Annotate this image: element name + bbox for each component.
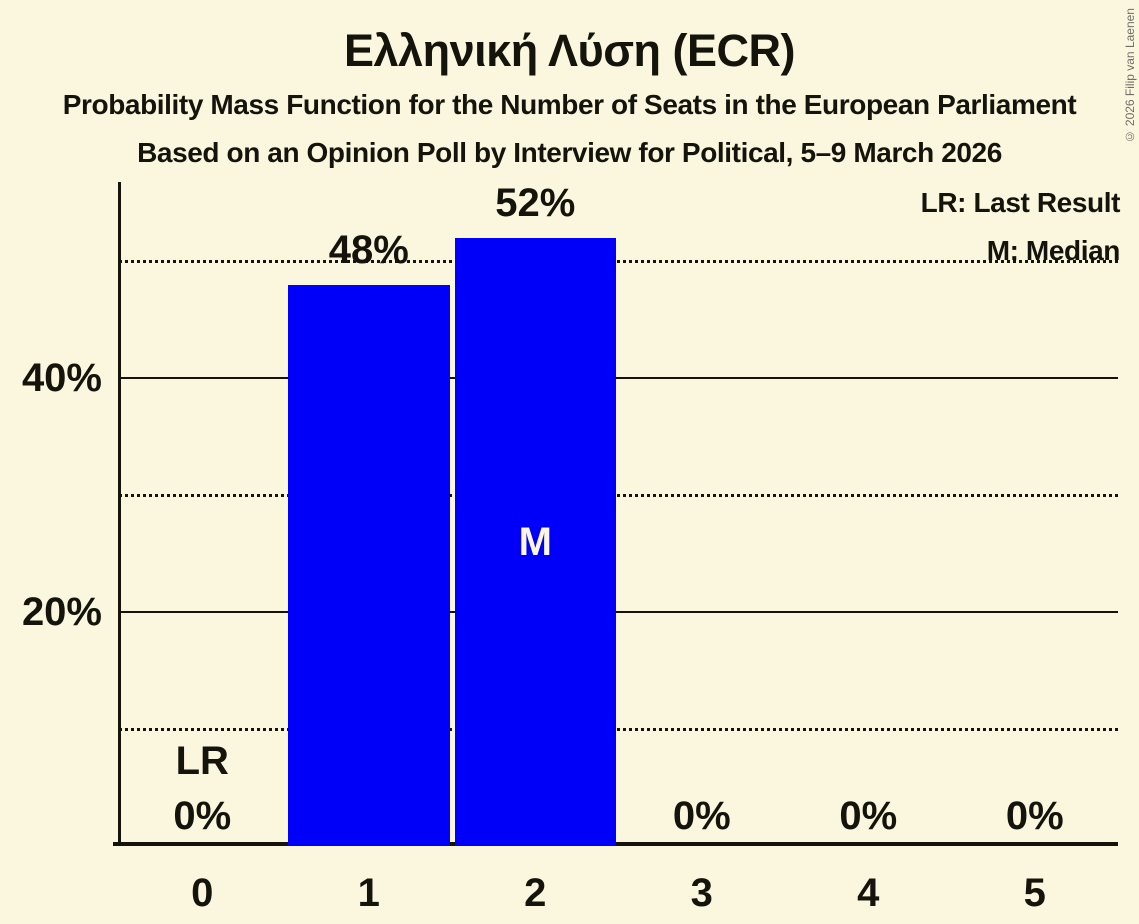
gridline-solid-20 xyxy=(119,611,1118,614)
y-tick-label-40: 40% xyxy=(21,356,102,401)
x-tick-label-2: 2 xyxy=(524,871,547,915)
x-tick-label-1: 1 xyxy=(357,871,380,915)
bar-value-label-4: 0% xyxy=(839,794,898,838)
chart-poll-line: Based on an Opinion Poll by Interview fo… xyxy=(137,137,1002,168)
x-tick-label-3: 3 xyxy=(690,871,713,915)
plot-area: 20% 40% 0% 0 48% 1 52% 2 0% 3 0% 4 0% 5 LR M xyxy=(22,181,1118,915)
bar-value-label-0: 0% xyxy=(173,794,232,838)
y-axis-line xyxy=(118,182,121,846)
bar-value-label-2: 52% xyxy=(495,181,576,226)
chart-subtitle: Probability Mass Function for the Number… xyxy=(62,89,1077,120)
legend-last-result: LR: Last Result xyxy=(920,187,1121,218)
gridline-solid-40 xyxy=(119,377,1118,380)
copyright-notice: © 2026 Filip van Laenen xyxy=(1123,8,1137,144)
chart-legend: LR: Last Result M: Median xyxy=(920,179,1121,275)
gridline-dotted-10 xyxy=(119,727,1118,731)
bar-value-label-3: 0% xyxy=(672,794,731,838)
bar-seats-1 xyxy=(288,284,450,846)
gridline-dotted-30 xyxy=(119,493,1118,497)
x-tick-label-5: 5 xyxy=(1023,871,1046,915)
bar-value-label-1: 48% xyxy=(328,227,409,272)
y-tick-label-20: 20% xyxy=(21,590,102,635)
bar-value-label-5: 0% xyxy=(1005,794,1064,838)
x-tick-label-4: 4 xyxy=(857,871,880,915)
bar-seats-2 xyxy=(454,238,616,846)
gridline-dotted-50 xyxy=(119,259,1118,263)
x-tick-label-0: 0 xyxy=(191,871,214,915)
annotation-lr-label: LR xyxy=(175,739,229,783)
chart-title: Ελληνική Λύση (ECR) xyxy=(344,25,795,76)
annotation-m-label: M xyxy=(518,520,552,565)
